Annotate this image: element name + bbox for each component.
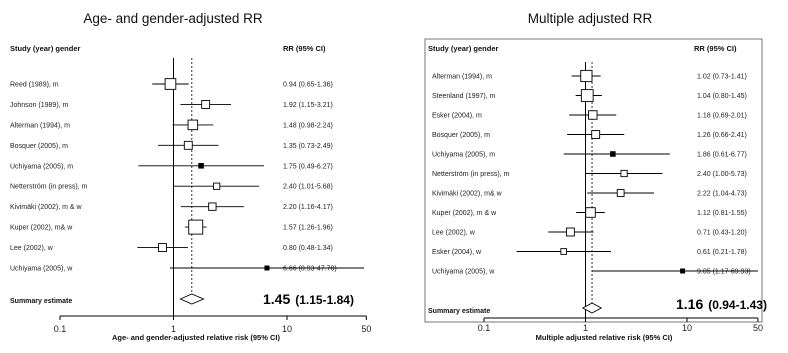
point-estimate-marker <box>591 130 601 139</box>
study-label: Netterström (in press), m <box>10 184 88 191</box>
forest-plot-area: 0.1 1 10 50 <box>424 38 763 333</box>
point-estimate-marker <box>585 207 596 218</box>
summary-label: Summary estimate <box>428 308 490 315</box>
point-estimate-marker <box>616 189 625 197</box>
point-estimate-marker <box>610 151 616 157</box>
study-label: Steenland (1997), m <box>432 93 496 100</box>
study-label: Uchiyama (2005), w <box>10 266 73 273</box>
point-estimate-marker <box>201 100 211 109</box>
x-tick-label: 10 <box>282 324 292 334</box>
study-label: Uchiyama (2005), m <box>10 163 73 170</box>
study-label: Reed (1989), m <box>10 82 59 89</box>
point-estimate-marker <box>188 219 204 235</box>
summary-diamond <box>179 293 205 305</box>
study-rr-ci: 1.35 (0.73-2.49) <box>283 143 333 150</box>
x-tick-label: 1 <box>583 323 588 333</box>
point-estimate-marker <box>620 169 628 178</box>
point-estimate-marker <box>580 89 594 102</box>
study-rr-ci: 0.80 (0.48-1.34) <box>283 245 333 252</box>
study-rr-ci: 1.92 (1.15-3.21) <box>283 102 333 109</box>
point-estimate-marker <box>158 243 167 252</box>
study-rr-ci: 1.75 (0.49-6.27) <box>283 163 333 170</box>
point-estimate-marker <box>213 182 221 190</box>
study-rr-ci: 0.71 (0.43-1.20) <box>697 230 747 237</box>
panel-frame <box>424 38 763 323</box>
study-column-header: Study (year) gender <box>10 44 81 53</box>
forest-plot-area: 0.1 1 10 50 <box>54 58 371 334</box>
point-estimate-marker <box>560 248 568 255</box>
study-rr-ci: 2.22 (1.04-4.73) <box>697 191 747 198</box>
summary-label: Summary estimate <box>10 298 72 305</box>
point-estimate-marker <box>187 119 199 131</box>
study-rr-ci: 1.18 (0.69-2.01) <box>697 113 747 120</box>
study-rows: Alterman (1994), m 1.02 (0.73-1.41) Steenl… <box>432 74 751 276</box>
panel-age-gender-adjusted: Age- and gender-adjusted RR Study (year)… <box>10 11 371 342</box>
x-tick-label: 0.1 <box>54 324 67 334</box>
x-axis-title: Age- and gender-adjusted relative risk (… <box>112 333 280 342</box>
summary-ci: (1.15-1.84) <box>295 293 354 307</box>
point-estimate-marker <box>264 265 270 271</box>
point-estimate-marker <box>208 202 217 211</box>
panel-title: Age- and gender-adjusted RR <box>83 11 263 26</box>
study-label: Alterman (1994), m <box>432 74 492 81</box>
study-rr-ci: 1.12 (0.81-1.55) <box>697 210 747 217</box>
study-label: Lee (2002), w <box>432 230 476 237</box>
study-label: Kivimäki (2002), m& w <box>432 191 503 198</box>
study-label: Bosquer (2005), m <box>432 132 490 139</box>
study-label: Alterman (1994), m <box>10 122 70 129</box>
summary-diamond <box>581 302 603 314</box>
study-label: Uchiyama (2005), w <box>432 269 495 276</box>
study-label: Netterström (in press), m <box>432 171 510 178</box>
study-column-header: Study (year) gender <box>428 44 499 53</box>
point-estimate-marker <box>580 69 593 83</box>
study-label: Johnson (1989), m <box>10 102 69 109</box>
study-rr-ci: 9.05 (1.17-69.93) <box>697 269 751 276</box>
study-rows: Reed (1989), m 0.94 (0.65-1.36) Johnson (1… <box>10 82 337 273</box>
study-rr-ci: 0.61 (0.21-1.78) <box>697 249 747 256</box>
study-rr-ci: 6.66 (0.93-47.70) <box>283 266 337 273</box>
study-label: Esker (2004), m <box>432 113 482 120</box>
rr-column-header: RR (95% CI) <box>283 44 326 53</box>
study-rr-ci: 1.02 (0.73-1.41) <box>697 74 747 81</box>
study-rr-ci: 1.86 (0.61-6.77) <box>697 152 747 159</box>
study-rr-ci: 0.94 (0.65-1.36) <box>283 82 333 89</box>
study-label: Lee (2002), w <box>10 245 54 252</box>
panel-title: Multiple adjusted RR <box>528 11 653 26</box>
x-axis-title: Multiple adjusted relative risk (95% CI) <box>536 333 673 342</box>
rr-column-header: RR (95% CI) <box>694 44 737 53</box>
x-tick-label: 50 <box>753 323 763 333</box>
summary-ci: (0.94-1.43) <box>708 298 767 312</box>
x-tick-label: 0.1 <box>478 323 491 333</box>
x-tick-label: 1 <box>171 324 176 334</box>
point-estimate-marker <box>164 78 177 90</box>
point-estimate-marker <box>680 268 686 274</box>
study-rr-ci: 2.40 (1.00-5.73) <box>697 171 747 178</box>
study-rr-ci: 1.57 (1.26-1.96) <box>283 225 333 232</box>
study-label: Uchiyama (2005), m <box>432 152 495 159</box>
point-estimate-marker <box>198 163 204 169</box>
study-rr-ci: 1.26 (0.66-2.41) <box>697 132 747 139</box>
x-tick-label: 10 <box>682 323 692 333</box>
study-label: Bosquer (2005), m <box>10 143 68 150</box>
point-estimate-marker <box>183 140 193 150</box>
summary-estimate-value: 1.16 (0.94-1.43) <box>676 296 767 312</box>
study-label: Kuper (2002), m& w <box>10 225 73 232</box>
summary-rr: 1.16 <box>676 296 703 312</box>
point-estimate-marker <box>565 227 575 237</box>
panel-multiple-adjusted: Multiple adjusted RR Study (year) gender… <box>424 11 767 342</box>
study-label: Kuper (2002), m & w <box>432 210 497 217</box>
study-rr-ci: 2.40 (1.01-5.68) <box>283 184 333 191</box>
study-rr-ci: 1.04 (0.80-1.45) <box>697 93 747 100</box>
study-label: Kivimäki (2002), m & w <box>10 204 83 211</box>
summary-estimate-value: 1.45 (1.15-1.84) <box>263 291 354 307</box>
study-label: Esker (2004), w <box>432 249 482 256</box>
point-estimate-marker <box>588 110 598 120</box>
x-tick-label: 50 <box>361 324 371 334</box>
study-rr-ci: 2.20 (1.16-4.17) <box>283 204 333 211</box>
study-rr-ci: 1.48 (0.98-2.24) <box>283 122 333 129</box>
summary-rr: 1.45 <box>263 291 290 307</box>
